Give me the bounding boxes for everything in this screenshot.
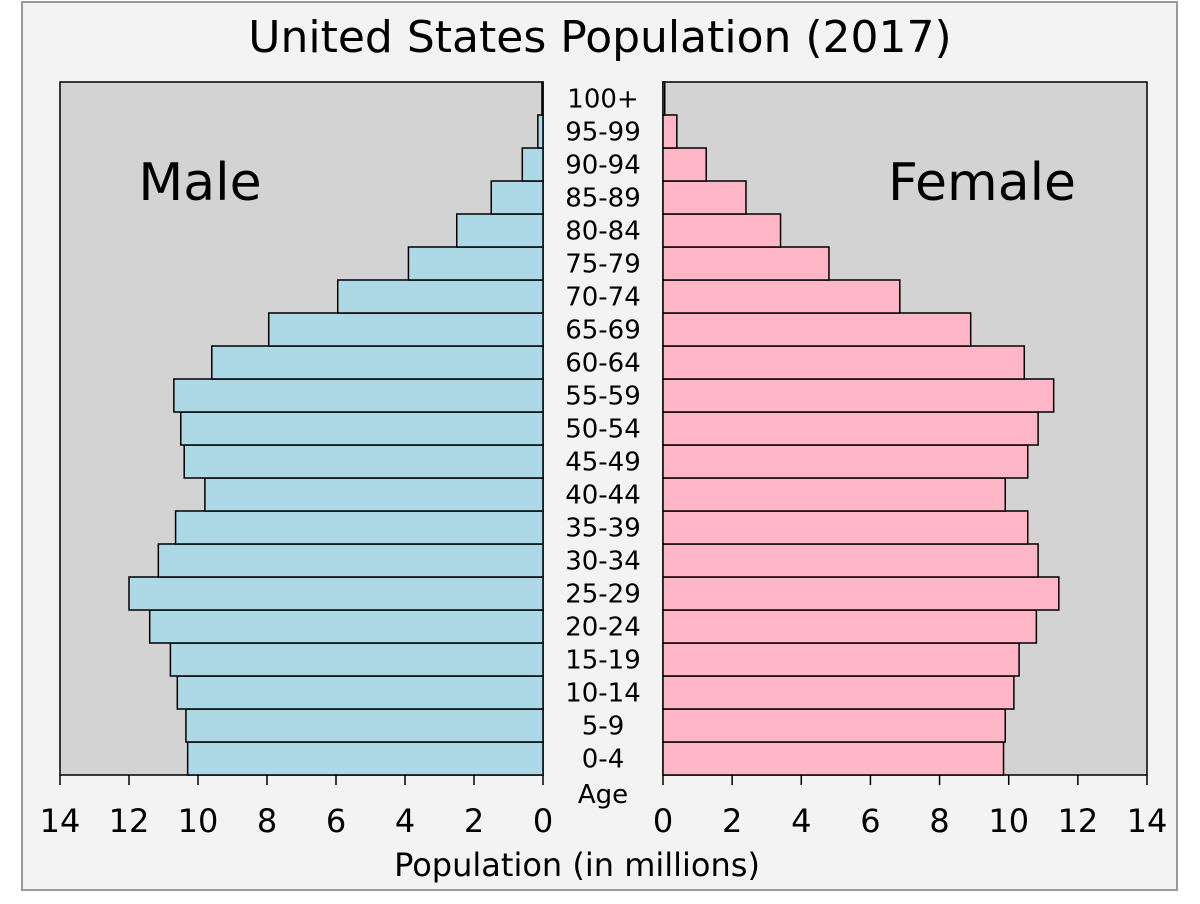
- male-tick-label-12: 12: [109, 802, 150, 840]
- age-label-85-89: 85-89: [565, 184, 641, 214]
- male-tick-label-10: 10: [178, 802, 219, 840]
- male-bar-50-54: [180, 411, 544, 446]
- male-bar-85-89: [490, 180, 544, 215]
- female-bar-70-74: [662, 279, 901, 314]
- age-label-100+: 100+: [567, 85, 638, 115]
- age-label-35-39: 35-39: [565, 514, 641, 544]
- female-bar-90-94: [662, 147, 707, 182]
- female-tick-label-0: 0: [653, 802, 673, 840]
- female-bars: [662, 81, 1060, 776]
- age-label-40-44: 40-44: [565, 481, 641, 511]
- age-label-5-9: 5-9: [582, 712, 624, 742]
- male-bar-65-69: [267, 312, 544, 347]
- female-bar-80-84: [662, 213, 782, 248]
- male-bar-55-59: [173, 378, 544, 413]
- age-axis-label: Age: [578, 780, 628, 810]
- female-bar-40-44: [662, 477, 1007, 512]
- male-tick-label-8: 8: [257, 802, 277, 840]
- female-panel-label: Female: [888, 153, 1076, 213]
- male-tick-label-0: 0: [533, 802, 553, 840]
- age-label-95-99: 95-99: [565, 118, 641, 148]
- female-bar-75-79: [662, 246, 830, 281]
- male-bar-100+: [541, 81, 544, 116]
- male-bar-80-84: [456, 213, 544, 248]
- female-bar-55-59: [662, 378, 1055, 413]
- female-bar-95-99: [662, 114, 678, 149]
- age-label-45-49: 45-49: [565, 448, 641, 478]
- male-bar-5-9: [185, 708, 544, 743]
- age-label-75-79: 75-79: [565, 250, 641, 280]
- female-bar-85-89: [662, 180, 747, 215]
- female-tick-label-12: 12: [1057, 802, 1098, 840]
- female-tick-label-4: 4: [791, 802, 811, 840]
- female-bar-20-24: [662, 609, 1038, 644]
- female-tick-label-10: 10: [988, 802, 1029, 840]
- male-bar-70-74: [336, 279, 544, 314]
- age-label-65-69: 65-69: [565, 316, 641, 346]
- female-bar-0-4: [662, 741, 1005, 776]
- age-label-70-74: 70-74: [565, 283, 641, 313]
- age-label-25-29: 25-29: [565, 580, 641, 610]
- male-bar-30-34: [157, 543, 544, 578]
- x-axis-label: Population (in millions): [394, 846, 760, 884]
- female-tick-label-2: 2: [722, 802, 742, 840]
- male-bar-95-99: [537, 114, 544, 149]
- female-bar-30-34: [662, 543, 1039, 578]
- age-label-30-34: 30-34: [565, 547, 641, 577]
- female-tick-label-6: 6: [860, 802, 880, 840]
- male-bar-25-29: [128, 576, 544, 611]
- male-bars: [128, 81, 544, 776]
- female-bar-45-49: [662, 444, 1029, 479]
- female-x-axis: 0 2 4 6 8 10 12 14: [653, 775, 1168, 840]
- male-bar-0-4: [186, 741, 544, 776]
- female-bar-5-9: [662, 708, 1007, 743]
- female-bar-25-29: [662, 576, 1060, 611]
- male-tick-label-4: 4: [395, 802, 415, 840]
- male-tick-label-14: 14: [40, 802, 81, 840]
- female-bar-10-14: [662, 675, 1015, 710]
- female-bar-60-64: [662, 345, 1026, 380]
- female-tick-label-8: 8: [929, 802, 949, 840]
- female-bar-35-39: [662, 510, 1029, 545]
- male-bar-90-94: [521, 147, 544, 182]
- male-bar-45-49: [183, 444, 544, 479]
- female-bar-50-54: [662, 411, 1039, 446]
- male-bar-75-79: [407, 246, 544, 281]
- age-label-10-14: 10-14: [565, 679, 641, 709]
- male-bar-20-24: [148, 609, 544, 644]
- age-label-90-94: 90-94: [565, 151, 641, 181]
- female-tick-label-14: 14: [1127, 802, 1168, 840]
- female-bar-65-69: [662, 312, 972, 347]
- age-label-60-64: 60-64: [565, 349, 641, 379]
- age-label-0-4: 0-4: [582, 745, 624, 775]
- male-bar-15-19: [169, 642, 544, 677]
- male-bar-35-39: [174, 510, 544, 545]
- male-x-axis: 0 2 4 6 8 10 12 14: [40, 775, 553, 840]
- age-label-20-24: 20-24: [565, 613, 641, 643]
- age-label-80-84: 80-84: [565, 217, 641, 247]
- age-label-50-54: 50-54: [565, 415, 641, 445]
- age-label-15-19: 15-19: [565, 646, 641, 676]
- chart-title: United States Population (2017): [248, 12, 951, 63]
- age-labels: 0-45-910-1415-1920-2425-2930-3435-3940-4…: [565, 85, 641, 775]
- male-tick-label-6: 6: [326, 802, 346, 840]
- female-bar-100+: [662, 81, 666, 116]
- male-tick-label-2: 2: [464, 802, 484, 840]
- male-bar-60-64: [211, 345, 544, 380]
- male-bar-40-44: [204, 477, 544, 512]
- male-panel-label: Male: [138, 153, 261, 213]
- female-bar-15-19: [662, 642, 1020, 677]
- male-bar-10-14: [176, 675, 544, 710]
- age-label-55-59: 55-59: [565, 382, 641, 412]
